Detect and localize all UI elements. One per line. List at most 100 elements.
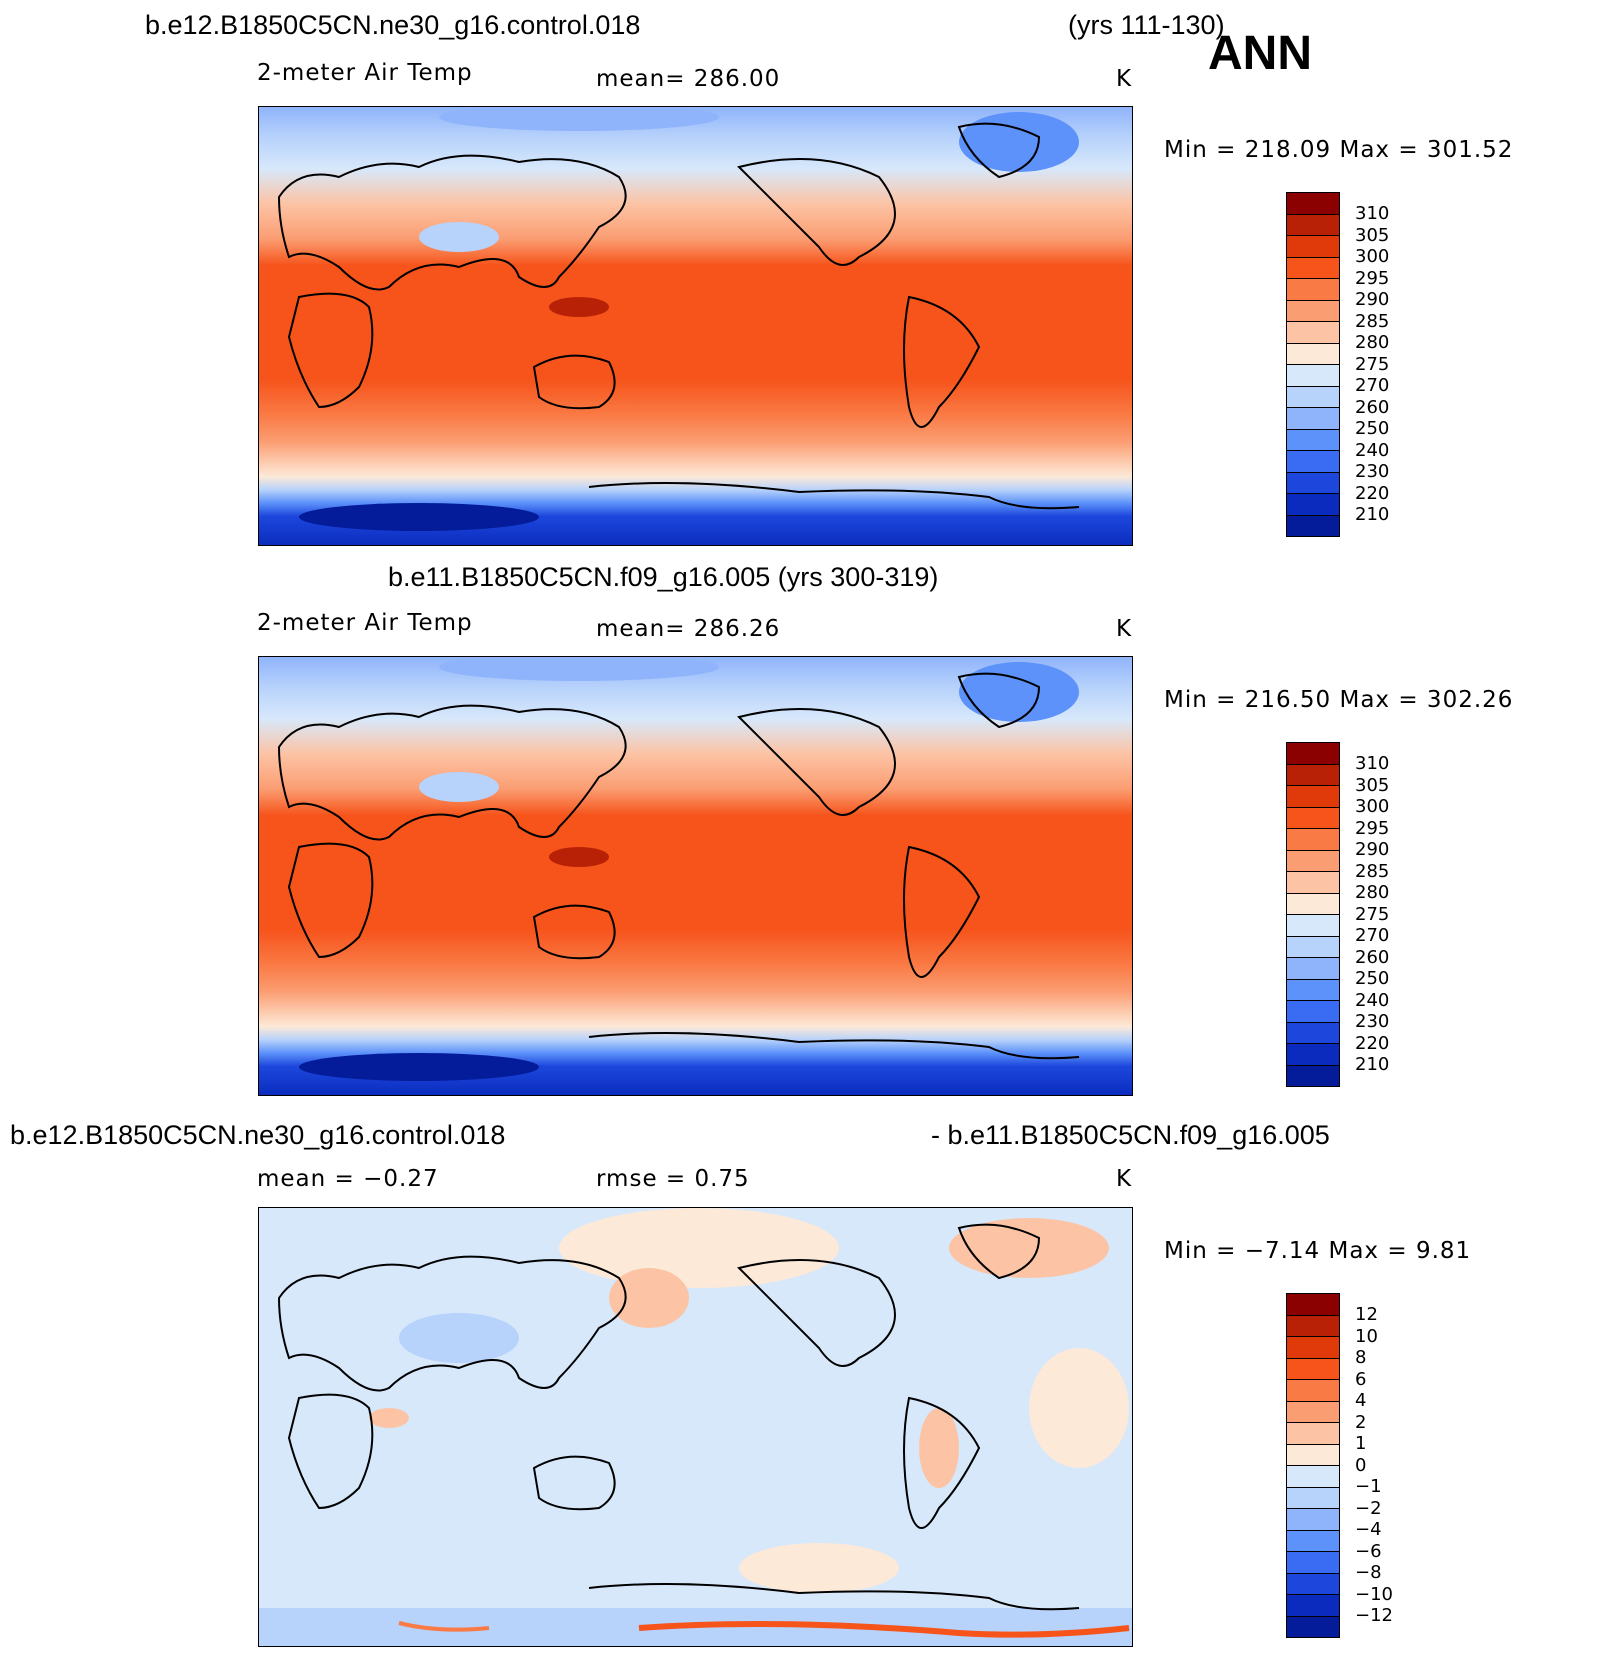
colorbar-swatch <box>1286 429 1340 451</box>
case1-title: b.e12.B1850C5CN.ne30_g16.control.018 <box>145 10 641 40</box>
colorbar-swatch <box>1286 408 1340 430</box>
colorbar-swatch <box>1286 236 1340 258</box>
season-label: ANN <box>1208 27 1312 80</box>
colorbar-tick-label: 295 <box>1355 817 1390 839</box>
colorbar-tick-label: 1 <box>1355 1433 1367 1454</box>
colorbar-tick-label: 290 <box>1355 839 1390 860</box>
colorbar-swatch <box>1286 1487 1340 1509</box>
colorbar-swatch <box>1286 1001 1340 1023</box>
colorbar-swatch <box>1286 1358 1340 1380</box>
colorbar-tick-label: −2 <box>1355 1497 1382 1519</box>
colorbar-swatch <box>1286 343 1340 365</box>
colorbar-tick-label: 310 <box>1355 753 1390 774</box>
case2-title: b.e11.B1850C5CN.f09_g16.005 (yrs 300-319… <box>388 562 939 592</box>
colorbar-swatch <box>1286 1509 1340 1531</box>
coastlines <box>277 672 1080 1060</box>
colorbar-tick-label: 300 <box>1355 796 1390 817</box>
coastlines <box>277 1223 1080 1611</box>
panel2-map <box>258 656 1133 1096</box>
colorbar-swatch <box>1286 257 1340 279</box>
colorbar-swatch <box>1286 742 1340 765</box>
colorbar-tick-label: −10 <box>1355 1583 1393 1605</box>
colorbar-tick-label: 285 <box>1355 860 1390 882</box>
colorbar-swatch <box>1286 764 1340 786</box>
colorbar-swatch <box>1286 192 1340 215</box>
colorbar-abs-2 <box>1286 742 1340 1087</box>
colorbar-tick-label: −4 <box>1355 1519 1382 1540</box>
colorbar-swatch <box>1286 1573 1340 1595</box>
panel3-units: K <box>1116 1166 1133 1192</box>
panel1-units: K <box>1116 66 1133 92</box>
colorbar-tick-label: 12 <box>1355 1304 1378 1325</box>
colorbar-swatch <box>1286 322 1340 344</box>
panel3-map <box>258 1207 1133 1647</box>
colorbar-swatch <box>1286 279 1340 301</box>
colorbar-tick-label: 250 <box>1355 418 1390 439</box>
colorbar-swatch <box>1286 915 1340 937</box>
panel1-map <box>258 106 1133 546</box>
panel2-variable: 2-meter Air Temp <box>257 610 473 636</box>
colorbar-swatch <box>1286 850 1340 872</box>
colorbar-swatch <box>1286 872 1340 894</box>
colorbar-tick-label: −8 <box>1355 1562 1382 1583</box>
colorbar-tick-label: 300 <box>1355 246 1390 267</box>
panel2-mean: mean= 286.26 <box>596 616 781 642</box>
colorbar-tick-label: 260 <box>1355 396 1390 418</box>
years1-title: (yrs 111-130) <box>1068 10 1225 40</box>
colorbar-tick-label: 310 <box>1355 203 1390 224</box>
colorbar-diff <box>1286 1293 1340 1638</box>
colorbar-swatch <box>1286 807 1340 829</box>
colorbar-tick-label: 8 <box>1355 1347 1367 1368</box>
colorbar-swatch <box>1286 1423 1340 1445</box>
colorbar-tick-label: 275 <box>1355 353 1390 375</box>
colorbar-swatch <box>1286 1401 1340 1423</box>
temperature-field <box>259 107 1132 545</box>
colorbar-swatch <box>1286 1530 1340 1552</box>
colorbar-swatch <box>1286 1022 1340 1044</box>
colorbar-tick-label: 280 <box>1355 882 1390 903</box>
colorbar-swatch <box>1286 365 1340 387</box>
colorbar-swatch <box>1286 1065 1340 1087</box>
colorbar-swatch <box>1286 1466 1340 1488</box>
colorbar-tick-label: 275 <box>1355 903 1390 925</box>
panel3-rmse: rmse = 0.75 <box>596 1166 750 1192</box>
colorbar-tick-label: 295 <box>1355 267 1390 289</box>
colorbar-tick-label: 220 <box>1355 1032 1390 1054</box>
colorbar-tick-label: 285 <box>1355 310 1390 332</box>
colorbar-tick-label: 210 <box>1355 1054 1390 1075</box>
colorbar-swatch <box>1286 472 1340 494</box>
colorbar-swatch <box>1286 1337 1340 1359</box>
colorbar-swatch <box>1286 1315 1340 1337</box>
colorbar-tick-label: −1 <box>1355 1476 1382 1497</box>
panel2-minmax: Min = 216.50 Max = 302.26 <box>1164 687 1514 713</box>
colorbar-swatch <box>1286 979 1340 1001</box>
colorbar-tick-label: −12 <box>1355 1605 1393 1626</box>
colorbar-tick-label: 305 <box>1355 774 1390 796</box>
colorbar-swatch <box>1286 1380 1340 1402</box>
colorbar-swatch <box>1286 829 1340 851</box>
panel1-minmax: Min = 218.09 Max = 301.52 <box>1164 137 1514 163</box>
colorbar-tick-label: 270 <box>1355 375 1390 396</box>
colorbar-tick-label: 10 <box>1355 1325 1378 1347</box>
colorbar-tick-label: −6 <box>1355 1540 1382 1562</box>
colorbar-tick-label: 6 <box>1355 1368 1367 1390</box>
colorbar-swatch <box>1286 958 1340 980</box>
panel3-mean: mean = −0.27 <box>257 1166 439 1192</box>
coastlines <box>277 122 1080 510</box>
panel2-units: K <box>1116 616 1133 642</box>
colorbar-swatch <box>1286 451 1340 473</box>
colorbar-tick-label: 260 <box>1355 946 1390 968</box>
colorbar-tick-label: 290 <box>1355 289 1390 310</box>
colorbar-tick-label: 210 <box>1355 504 1390 525</box>
panel1-mean: mean= 286.00 <box>596 66 781 92</box>
colorbar-tick-label: 305 <box>1355 224 1390 246</box>
colorbar-tick-label: 220 <box>1355 482 1390 504</box>
colorbar-abs-1 <box>1286 192 1340 537</box>
colorbar-tick-label: 280 <box>1355 332 1390 353</box>
colorbar-tick-label: 2 <box>1355 1411 1367 1433</box>
temperature-field <box>259 657 1132 1095</box>
colorbar-swatch <box>1286 893 1340 915</box>
colorbar-swatch <box>1286 1293 1340 1316</box>
colorbar-swatch <box>1286 786 1340 808</box>
colorbar-swatch <box>1286 494 1340 516</box>
